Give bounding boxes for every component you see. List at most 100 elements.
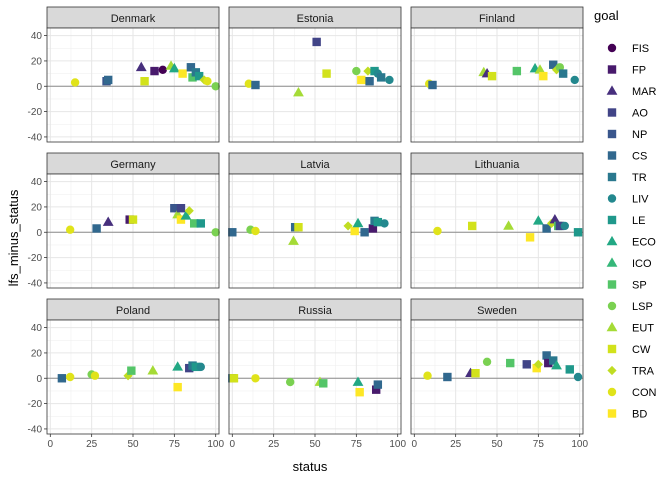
legend-label: ECO (632, 237, 656, 249)
legend-item-ico: ICO (606, 257, 652, 270)
legend-label: MAR (632, 86, 657, 98)
legend-label: TR (632, 172, 647, 184)
point-cs (360, 228, 369, 237)
y-tick-label: 0 (36, 374, 42, 385)
panel-latvia: Latvia (228, 152, 402, 289)
legend-item-fp: FP (607, 65, 646, 77)
point-fp (150, 66, 159, 76)
legend-key-con (607, 387, 617, 397)
legend-item-ao: AO (607, 108, 648, 120)
point-le (194, 71, 204, 81)
point-cw (128, 215, 138, 224)
point-le (565, 365, 574, 374)
strip-label-poland: Poland (116, 305, 150, 317)
panel-border-germany (46, 173, 220, 289)
point-cw (140, 77, 149, 86)
point-tr (558, 69, 568, 78)
panel-border-denmark (46, 27, 220, 143)
legend-key-bd (607, 409, 617, 418)
y-tick-label: 0 (36, 82, 42, 93)
point-cs (92, 224, 101, 233)
point-con (251, 226, 260, 236)
point-bd (357, 75, 366, 85)
y-tick-label: -20 (28, 253, 43, 264)
point-fp (368, 224, 378, 233)
panel-poland: Poland -40 -20 0 20 40 0 25 50 75 100 (28, 298, 224, 450)
x-tick-label: 75 (351, 439, 363, 450)
point-le (373, 217, 383, 227)
y-tick-label: -40 (28, 278, 43, 289)
point-liv (385, 75, 394, 85)
point-cs (542, 351, 551, 360)
legend-item-cw: CW (607, 344, 651, 356)
point-con (90, 371, 100, 380)
legend-label: LE (632, 215, 645, 227)
strip-label-sweden: Sweden (477, 305, 517, 317)
x-tick-label: 0 (412, 439, 418, 450)
y-tick-label: -40 (28, 132, 43, 143)
point-cw (229, 374, 239, 383)
panel-sweden: Sweden 0 25 50 75 100 (410, 298, 588, 450)
point-eco (180, 210, 192, 220)
point-cs (373, 380, 383, 389)
y-tick-label: 40 (31, 177, 43, 188)
legend-label: AO (632, 108, 648, 120)
legend-key-lsp (607, 301, 617, 311)
panel-border-estonia (228, 27, 402, 143)
y-tick-label: 20 (31, 202, 43, 213)
point-fp (371, 385, 381, 394)
strip-label-estonia: Estonia (297, 13, 335, 25)
panel-germany: Germany -40 -20 0 20 40 (28, 152, 220, 289)
point-con (423, 371, 432, 380)
point-le (191, 362, 201, 372)
x-tick-label: 25 (450, 439, 462, 450)
point-le (573, 228, 583, 237)
point-bd (350, 226, 359, 236)
y-tick-label: 40 (31, 323, 43, 334)
point-tr (549, 356, 558, 365)
point-cs (542, 224, 551, 233)
x-tick-label: 50 (309, 439, 321, 450)
strip-label-russia: Russia (298, 305, 333, 317)
point-cs (549, 60, 558, 69)
point-bd (539, 71, 548, 81)
legend-item-lsp: LSP (607, 301, 653, 313)
y-tick-label: -40 (28, 424, 43, 435)
legend-label: BD (632, 409, 647, 421)
point-mar (135, 61, 147, 72)
point-lsp (211, 82, 220, 91)
point-ao (176, 204, 186, 213)
point-cw (487, 71, 497, 81)
x-tick-label: 75 (169, 439, 181, 450)
legend-item-cs: CS (607, 151, 647, 163)
legend-label: LSP (632, 301, 653, 313)
strip-label-denmark: Denmark (111, 13, 156, 25)
legend-key-np (607, 129, 617, 139)
y-tick-label: 0 (36, 228, 42, 239)
point-ao (522, 360, 531, 369)
strip-label-finland: Finland (479, 13, 515, 25)
point-eut (293, 87, 304, 97)
point-eco (172, 361, 184, 371)
legend-item-con: CON (607, 387, 657, 399)
point-lsp (482, 357, 492, 366)
point-ao (312, 37, 321, 47)
point-con (244, 79, 254, 88)
point-eut (147, 365, 159, 375)
legend-label: NP (632, 129, 647, 141)
legend-item-bd: BD (607, 409, 647, 421)
point-lsp (285, 377, 295, 387)
point-bd (532, 363, 541, 373)
legend-item-le: LE (607, 215, 645, 227)
legend-item-tra: TRA (607, 366, 655, 378)
panel-russia: Russia 0 25 50 75 100 (228, 298, 406, 450)
x-axis-title: status (293, 459, 328, 474)
legend-key-sp (607, 280, 617, 289)
legend-label: FIS (632, 43, 649, 55)
x-tick-label: 100 (571, 439, 588, 450)
point-con (433, 226, 442, 236)
point-tra (533, 359, 543, 369)
point-liv (196, 362, 206, 372)
panel-border-latvia (228, 173, 402, 289)
point-cs (443, 372, 452, 382)
